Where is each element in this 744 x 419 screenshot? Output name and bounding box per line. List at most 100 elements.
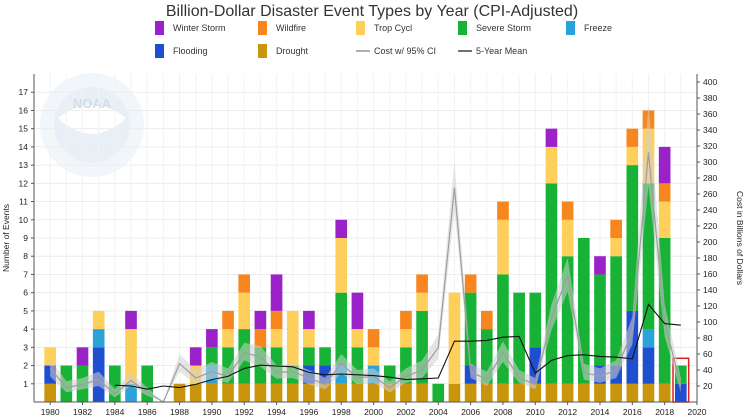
bar-winter-storm-2018 — [658, 146, 671, 184]
lines — [49, 152, 682, 403]
y-tick-label-left: 17 — [19, 87, 29, 97]
bar-freeze-2017 — [642, 329, 655, 348]
bar-winter-storm-1994 — [270, 274, 283, 311]
bar-drought-1996 — [303, 383, 315, 402]
bar-wildfire-2002 — [400, 310, 412, 330]
legend: Winter Storm Wildfire Trop Cycl Severe Stor… — [155, 21, 612, 58]
bar-drought-2000 — [367, 383, 380, 402]
y-tick-label-right: 400 — [703, 77, 717, 87]
y-axis-label-left: Number of Events — [1, 204, 11, 272]
cost-ci-area — [50, 104, 681, 403]
y-tick-label-left: 4 — [23, 324, 28, 334]
x-tick-label: 2004 — [429, 407, 448, 417]
bar-wildfire-2007 — [480, 310, 493, 330]
legend-label-severe-storm: Severe Storm — [476, 23, 531, 33]
y-tick-label-right: 360 — [703, 109, 717, 119]
x-tick-label: 2006 — [461, 407, 480, 417]
x-tick-label: 1982 — [73, 407, 92, 417]
y-tick-label-left: 14 — [19, 142, 29, 152]
bar-wildfire-2012 — [561, 201, 574, 220]
y-tick-label-left: 3 — [23, 342, 28, 352]
bar-severe-storm-2009 — [513, 292, 525, 384]
bar-drought-1989 — [189, 383, 202, 402]
bar-winter-storm-2011 — [545, 128, 558, 147]
y-tick-label-right: 40 — [703, 365, 713, 375]
bar-wildfire-2016 — [626, 128, 639, 147]
y-tick-label-right: 220 — [703, 221, 717, 231]
y-tick-label-left: 6 — [23, 288, 28, 298]
bar-trop-cycl-2011 — [545, 146, 558, 184]
y-tick-label-right: 280 — [703, 173, 717, 183]
x-tick-label: 2014 — [591, 407, 610, 417]
x-tick-label: 1996 — [299, 407, 318, 417]
y-tick-label-right: 120 — [703, 301, 717, 311]
y-tick-label-left: 9 — [23, 233, 28, 243]
bar-trop-cycl-2016 — [626, 146, 639, 166]
legend-swatch-trop-cycl — [356, 21, 365, 35]
y-tick-label-left: 15 — [19, 124, 29, 134]
bar-severe-storm-1984 — [109, 365, 121, 402]
x-tick-label: 2012 — [558, 407, 577, 417]
bar-severe-storm-2002 — [400, 347, 412, 384]
bar-trop-cycl-2008 — [497, 219, 509, 275]
legend-label-freeze: Freeze — [584, 23, 612, 33]
bar-winter-storm-1999 — [351, 292, 364, 330]
y-tick-label-left: 12 — [19, 178, 29, 188]
cost-ci-band — [50, 104, 681, 403]
y-axis-label-right: Cost in Billions of Dollars — [735, 191, 744, 285]
y-tick-label-left: 1 — [23, 379, 28, 389]
x-tick-label: 2010 — [526, 407, 545, 417]
bar-freeze-1983 — [92, 329, 105, 348]
y-tick-label-left: 10 — [19, 215, 29, 225]
bar-winter-storm-1985 — [125, 310, 137, 330]
y-tick-label-right: 140 — [703, 285, 717, 295]
bar-drought-2015 — [610, 383, 622, 402]
bar-flooding-2019 — [675, 383, 687, 402]
bar-drought-1995 — [286, 383, 299, 402]
bar-drought-1992 — [238, 383, 251, 402]
bar-drought-2007 — [480, 383, 493, 402]
bar-wildfire-2003 — [416, 274, 428, 293]
bar-trop-cycl-1999 — [351, 329, 364, 348]
bar-winter-storm-2014 — [594, 256, 606, 275]
bar-drought-2003 — [416, 383, 428, 402]
bar-drought-2012 — [561, 383, 574, 402]
bar-drought-1991 — [222, 383, 234, 402]
bar-freeze-1985 — [125, 383, 137, 402]
y-tick-label-right: 240 — [703, 205, 717, 215]
x-tick-label: 1986 — [138, 407, 157, 417]
bar-wildfire-2006 — [464, 274, 477, 293]
x-tick-label: 2000 — [364, 407, 383, 417]
bar-severe-storm-2008 — [497, 274, 509, 384]
bar-trop-cycl-1995 — [286, 310, 299, 366]
bar-severe-storm-2015 — [610, 256, 622, 366]
bar-trop-cycl-1998 — [335, 238, 348, 293]
y-tick-label-right: 80 — [703, 333, 713, 343]
bar-drought-1980 — [44, 383, 56, 402]
legend-swatch-wildfire — [258, 21, 267, 35]
bar-drought-1999 — [351, 383, 364, 402]
legend-swatch-freeze — [566, 21, 575, 35]
noaa-logo-watermark: NOAA — [40, 73, 144, 177]
noaa-logo-bird — [58, 105, 126, 134]
noaa-logo-text: NOAA — [73, 96, 112, 111]
bar-severe-storm-2001 — [383, 365, 396, 384]
bar-wildfire-1991 — [222, 310, 234, 330]
bar-trop-cycl-1994 — [270, 329, 283, 348]
y-tick-label-right: 160 — [703, 269, 717, 279]
five-year-mean-line — [114, 303, 681, 390]
axes: 1234567891011121314151617204060801001201… — [19, 74, 717, 417]
bar-drought-2005 — [448, 383, 461, 402]
legend-label-wildfire: Wildfire — [276, 23, 306, 33]
bar-trop-cycl-1992 — [238, 292, 251, 330]
x-tick-label: 1980 — [41, 407, 60, 417]
bar-trop-cycl-1980 — [44, 347, 56, 366]
bar-drought-2014 — [594, 383, 606, 402]
bar-severe-storm-2007 — [480, 329, 493, 384]
bar-wildfire-1992 — [238, 274, 251, 293]
legend-label-drought: Drought — [276, 46, 309, 56]
y-tick-label-left: 2 — [23, 361, 28, 371]
bar-trop-cycl-2012 — [561, 219, 574, 257]
bar-drought-1988 — [173, 383, 186, 402]
bar-severe-storm-1991 — [222, 347, 234, 384]
